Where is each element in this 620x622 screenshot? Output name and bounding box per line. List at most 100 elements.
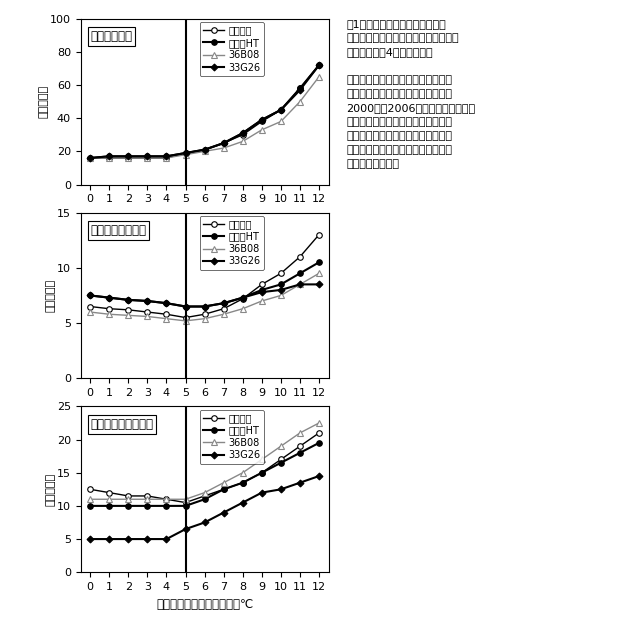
- 36B08: [105, 496, 113, 503]
- Line: 36B08: 36B08: [87, 420, 322, 502]
- Legend: センリア, ディアHT, 36B08, 33G26: センリア, ディアHT, 36B08, 33G26: [200, 216, 264, 270]
- 33G26: [296, 86, 304, 94]
- センリア: [162, 496, 170, 503]
- センリア: [144, 154, 151, 162]
- センリア: [201, 310, 208, 318]
- 36B08: [125, 312, 132, 319]
- 33G26: [86, 536, 94, 543]
- Line: ディアHT: ディアHT: [87, 259, 322, 309]
- 36B08: [220, 479, 228, 486]
- 36B08: [144, 313, 151, 320]
- 36B08: [220, 310, 228, 318]
- ディアHT: [125, 502, 132, 509]
- センリア: [86, 303, 94, 310]
- ディアHT: [201, 496, 208, 503]
- 36B08: [162, 154, 170, 162]
- 33G26: [277, 486, 285, 493]
- センリア: [296, 442, 304, 450]
- 36B08: [144, 154, 151, 162]
- Y-axis label: 変動係数％: 変動係数％: [38, 85, 48, 118]
- 36B08: [201, 147, 208, 155]
- Text: 出芽～紹糸抜出期: 出芽～紹糸抜出期: [91, 224, 146, 237]
- 36B08: [86, 154, 94, 162]
- ディアHT: [258, 116, 265, 124]
- ディアHT: [316, 439, 323, 447]
- Line: センリア: センリア: [87, 62, 322, 160]
- 33G26: [105, 294, 113, 302]
- 33G26: [105, 536, 113, 543]
- 33G26: [144, 152, 151, 160]
- センリア: [296, 85, 304, 92]
- Line: ディアHT: ディアHT: [87, 62, 322, 160]
- Line: 36B08: 36B08: [87, 74, 322, 160]
- 36B08: [277, 118, 285, 125]
- Line: ディアHT: ディアHT: [87, 440, 322, 509]
- ディアHT: [125, 152, 132, 160]
- 33G26: [162, 152, 170, 160]
- センリア: [201, 146, 208, 154]
- センリア: [258, 469, 265, 476]
- センリア: [144, 309, 151, 316]
- 36B08: [162, 315, 170, 322]
- Legend: センリア, ディアHT, 36B08, 33G26: センリア, ディアHT, 36B08, 33G26: [200, 409, 264, 463]
- 33G26: [182, 149, 189, 157]
- 33G26: [86, 154, 94, 162]
- センリア: [105, 305, 113, 312]
- 36B08: [201, 315, 208, 322]
- ディアHT: [162, 152, 170, 160]
- センリア: [86, 154, 94, 162]
- センリア: [201, 492, 208, 499]
- ディアHT: [277, 106, 285, 114]
- センリア: [239, 479, 247, 486]
- 33G26: [239, 499, 247, 506]
- Line: 33G26: 33G26: [87, 282, 322, 309]
- 36B08: [239, 305, 247, 312]
- 36B08: [316, 269, 323, 277]
- 36B08: [258, 297, 265, 305]
- ディアHT: [220, 299, 228, 307]
- ディアHT: [296, 449, 304, 457]
- ディアHT: [258, 286, 265, 294]
- 33G26: [296, 479, 304, 486]
- 36B08: [296, 429, 304, 437]
- センリア: [220, 305, 228, 312]
- 36B08: [182, 151, 189, 159]
- センリア: [182, 149, 189, 157]
- センリア: [86, 486, 94, 493]
- 36B08: [105, 154, 113, 162]
- センリア: [258, 281, 265, 288]
- ディアHT: [296, 85, 304, 92]
- ディアHT: [277, 459, 285, 466]
- 33G26: [220, 139, 228, 147]
- 36B08: [86, 309, 94, 316]
- ディアHT: [144, 297, 151, 305]
- センリア: [316, 429, 323, 437]
- センリア: [296, 253, 304, 261]
- ディアHT: [105, 294, 113, 302]
- 33G26: [182, 526, 189, 533]
- 33G26: [258, 116, 265, 124]
- センリア: [316, 62, 323, 69]
- 36B08: [125, 154, 132, 162]
- ディアHT: [201, 303, 208, 310]
- ディアHT: [239, 294, 247, 302]
- センリア: [125, 306, 132, 313]
- ディアHT: [105, 152, 113, 160]
- 33G26: [125, 536, 132, 543]
- センリア: [105, 154, 113, 162]
- センリア: [105, 489, 113, 496]
- 36B08: [182, 317, 189, 325]
- センリア: [182, 499, 189, 506]
- ディアHT: [258, 469, 265, 476]
- Legend: センリア, ディアHT, 36B08, 33G26: センリア, ディアHT, 36B08, 33G26: [200, 22, 264, 76]
- 36B08: [277, 292, 285, 299]
- Text: 図1．各生育ステージ別の所要有
効積算気温における変動係数と基準温
度との関係（4品種抜粹）．

１試験地・１年分を１試験データと
して変動係数を求めた。試験期: 図1．各生育ステージ別の所要有 効積算気温における変動係数と基準温 度との関係（…: [347, 19, 476, 169]
- Line: 33G26: 33G26: [87, 473, 322, 542]
- Line: 33G26: 33G26: [87, 63, 322, 160]
- ディアHT: [316, 62, 323, 69]
- センリア: [220, 139, 228, 147]
- Text: 播種～出芽期: 播種～出芽期: [91, 30, 133, 44]
- ディアHT: [162, 502, 170, 509]
- Line: 36B08: 36B08: [87, 271, 322, 323]
- 33G26: [220, 299, 228, 307]
